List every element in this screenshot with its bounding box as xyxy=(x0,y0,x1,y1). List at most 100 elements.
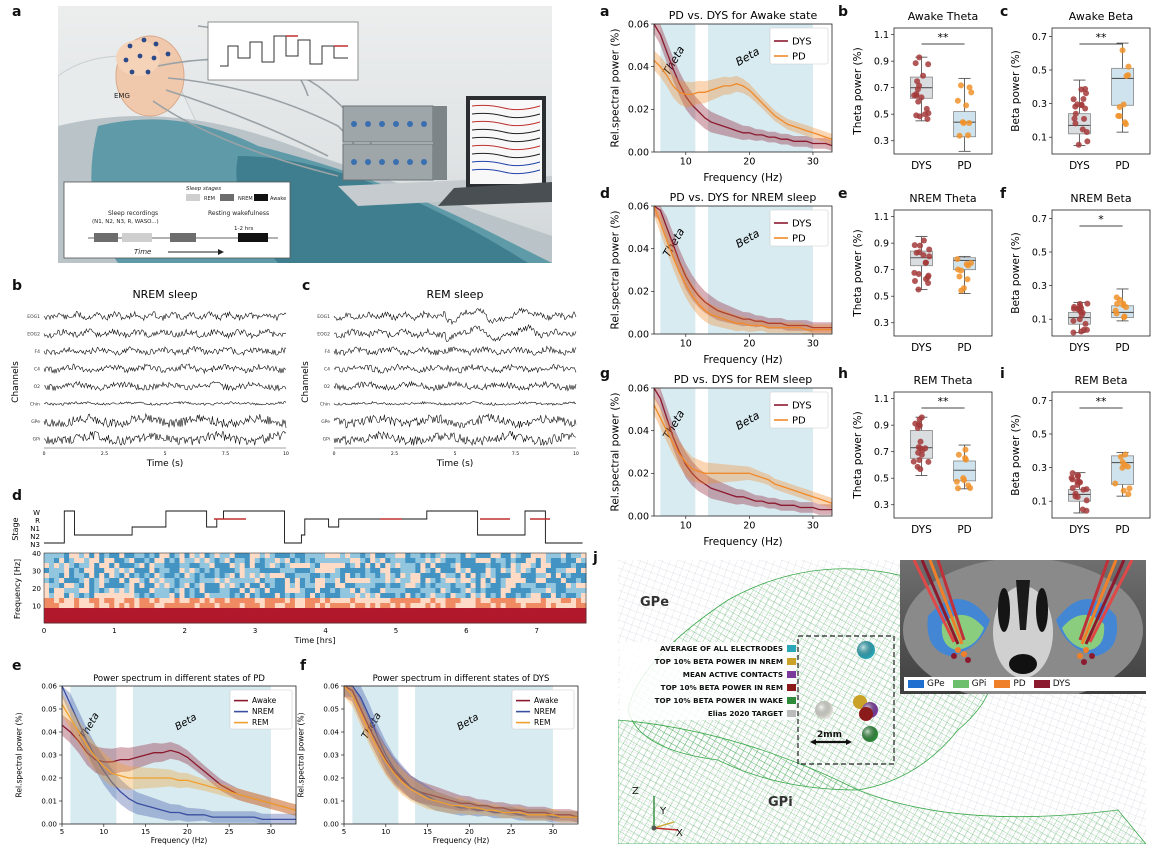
spec-cell xyxy=(370,593,376,599)
data-point xyxy=(1119,464,1126,471)
spec-cell xyxy=(194,583,201,589)
spec-cell xyxy=(500,618,507,624)
y-tick-label: 0.06 xyxy=(628,383,649,394)
spec-cell xyxy=(555,608,562,614)
sleep-stages-title: Sleep stages xyxy=(186,186,221,192)
spec-cell xyxy=(274,618,281,624)
spec-cell xyxy=(440,613,446,619)
spec-cell xyxy=(89,618,95,624)
spec-cell xyxy=(179,598,185,604)
spec-cell xyxy=(320,583,326,589)
spec-cell xyxy=(84,603,90,609)
spec-cell xyxy=(345,613,351,619)
spec-cell xyxy=(244,553,251,559)
y-axis-label: Theta power (%) xyxy=(852,411,864,499)
spec-cell xyxy=(405,588,411,594)
spec-cell xyxy=(570,583,577,589)
spec-cell xyxy=(79,603,85,609)
spec-cell xyxy=(99,568,105,574)
spec-cell xyxy=(144,598,150,604)
data-point xyxy=(1081,115,1088,122)
spec-cell xyxy=(540,598,547,604)
spec-cell xyxy=(505,573,512,579)
spec-cell xyxy=(570,553,577,559)
spec-cell xyxy=(535,593,542,599)
spec-cell xyxy=(330,613,336,619)
x-tick-label: 20 xyxy=(743,339,755,350)
spec-cell xyxy=(455,553,461,559)
spec-cell xyxy=(69,553,75,559)
spec-cell xyxy=(169,588,175,594)
spec-cell xyxy=(289,618,296,624)
spec-cell xyxy=(219,583,226,589)
data-point xyxy=(911,277,918,284)
data-point xyxy=(1079,126,1086,133)
spec-cell xyxy=(350,588,356,594)
spec-cell xyxy=(154,573,160,579)
spec-cell xyxy=(420,568,426,574)
y-axis-label: Beta power (%) xyxy=(1010,232,1022,314)
spec-cell xyxy=(159,553,165,559)
spec-cell xyxy=(581,583,587,589)
spec-cell xyxy=(330,558,336,564)
spec-cell xyxy=(415,603,421,609)
data-point xyxy=(1116,104,1123,111)
spec-cell xyxy=(410,583,416,589)
spec-cell xyxy=(119,568,125,574)
spec-cell xyxy=(234,553,241,559)
spec-cell xyxy=(119,613,125,619)
spec-cell xyxy=(470,603,477,609)
spec-cell xyxy=(264,588,271,594)
spec-cell xyxy=(139,608,145,614)
spec-cell xyxy=(310,583,316,589)
spec-cell xyxy=(495,583,502,589)
spec-cell xyxy=(385,553,391,559)
spec-cell xyxy=(545,588,552,594)
spec-cell xyxy=(149,608,155,614)
spec-cell xyxy=(174,588,180,594)
spec-cell xyxy=(134,583,140,589)
spec-cell xyxy=(234,598,241,604)
spec-cell xyxy=(54,578,60,584)
spec-cell xyxy=(159,613,165,619)
data-point xyxy=(1126,485,1133,492)
spec-cell xyxy=(169,613,175,619)
spec-cell xyxy=(204,613,211,619)
inset-legend-swatch xyxy=(952,680,969,688)
spec-cell xyxy=(545,613,552,619)
eeg-title: NREM sleep xyxy=(132,288,197,301)
spec-cell xyxy=(345,558,351,564)
spec-cell xyxy=(495,593,502,599)
spec-cell xyxy=(94,613,100,619)
channel-label: C4 xyxy=(324,367,330,373)
spec-cell xyxy=(410,573,416,579)
spec-cell xyxy=(400,588,406,594)
spec-cell xyxy=(560,598,567,604)
spec-cell xyxy=(545,578,552,584)
spec-cell xyxy=(289,558,296,564)
spec-cell xyxy=(440,568,446,574)
spec-cell xyxy=(350,613,356,619)
spec-cell xyxy=(74,593,80,599)
spec-cell xyxy=(174,568,180,574)
spec-cell xyxy=(214,583,221,589)
spec-cell xyxy=(94,588,100,594)
spec-cell xyxy=(59,608,65,614)
spec-cell xyxy=(395,613,401,619)
spec-cell xyxy=(305,598,311,604)
data-point xyxy=(1075,141,1082,148)
spec-cell xyxy=(289,583,296,589)
spec-cell xyxy=(134,588,140,594)
spec-cell xyxy=(565,603,572,609)
spec-cell xyxy=(164,608,170,614)
inset-legend-swatch xyxy=(1033,680,1050,688)
spec-cell xyxy=(249,608,256,614)
spec-cell xyxy=(109,553,115,559)
spec-cell xyxy=(350,583,356,589)
data-point xyxy=(918,94,925,101)
spec-cell xyxy=(274,613,281,619)
spec-cell xyxy=(224,563,231,569)
spec-cell xyxy=(69,603,75,609)
spec-cell xyxy=(129,598,135,604)
zoom-box xyxy=(797,635,895,765)
